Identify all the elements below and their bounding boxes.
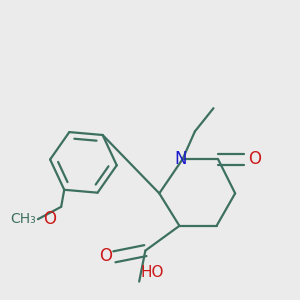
- Text: HO: HO: [141, 265, 164, 280]
- Text: O: O: [248, 150, 261, 168]
- Text: CH₃: CH₃: [11, 212, 36, 226]
- Text: N: N: [175, 150, 187, 168]
- Text: O: O: [99, 247, 112, 265]
- Text: O: O: [44, 210, 56, 228]
